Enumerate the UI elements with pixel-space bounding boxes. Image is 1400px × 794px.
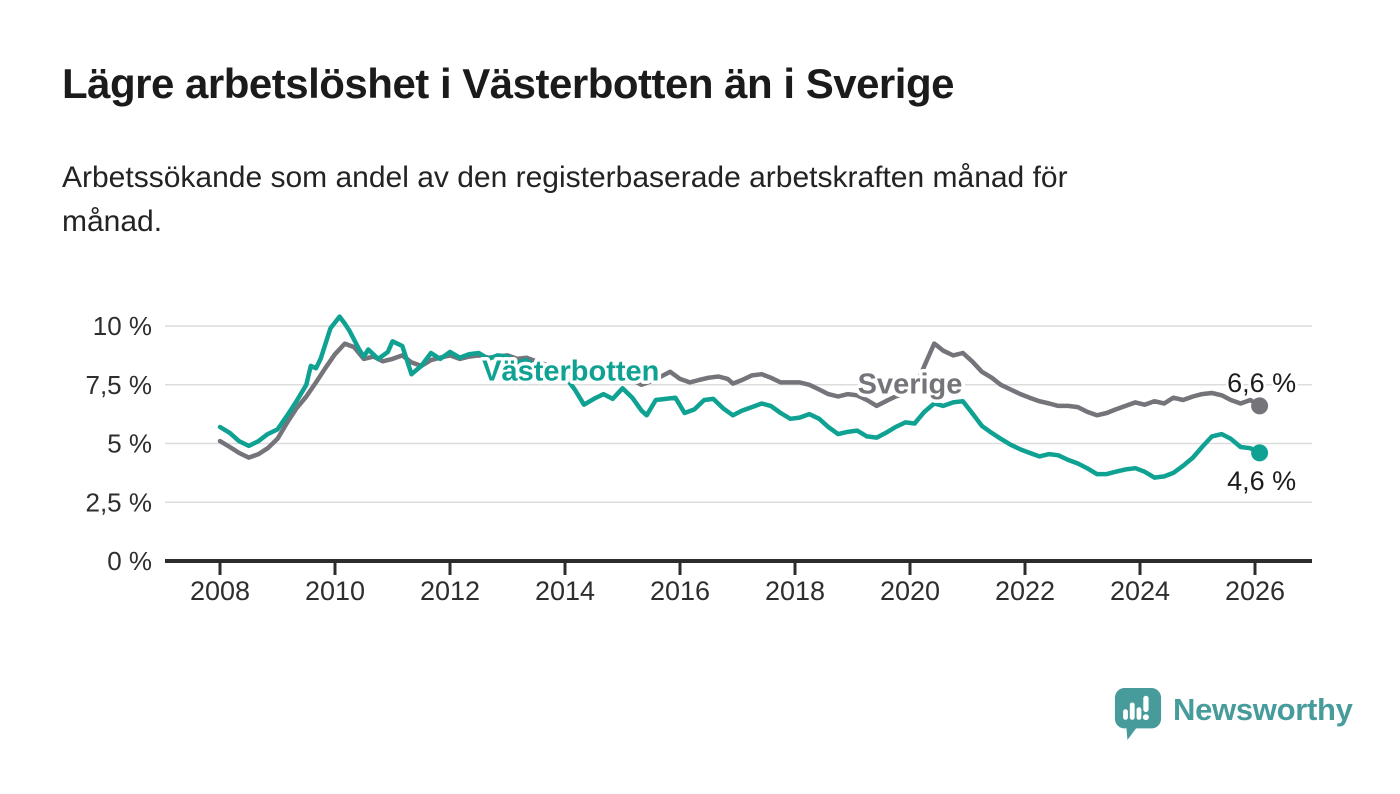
y-axis-tick-label: 10 %: [93, 311, 152, 341]
series-line-sverige: [217, 341, 1262, 460]
chart-subtitle-line-2: månad.: [62, 205, 163, 238]
y-axis-tick-label: 7,5 %: [86, 370, 153, 400]
x-axis-tick-label: 2022: [995, 576, 1055, 606]
newsworthy-logo-text: Newsworthy: [1173, 692, 1353, 727]
x-axis-tick-label: 2014: [535, 576, 595, 606]
x-axis-tick-label: 2024: [1110, 576, 1170, 606]
y-axis-tick-label: 0 %: [107, 546, 152, 576]
x-axis-tick-label: 2012: [420, 576, 480, 606]
chart-subtitle: Arbetssökande som andel av den registerb…: [62, 156, 1342, 244]
chart-subtitle-line-1: Arbetssökande som andel av den registerb…: [62, 161, 1068, 194]
series-end-value-label-sverige: 6,6 %: [1227, 368, 1296, 398]
y-axis-tick-label: 2,5 %: [86, 487, 153, 517]
x-axis-tick-label: 2016: [650, 576, 710, 606]
series-label-sverige: Sverige: [858, 369, 963, 401]
series-end-value-label-västerbotten: 4,6 %: [1227, 466, 1296, 496]
y-axis-tick-label: 5 %: [107, 429, 152, 459]
newsworthy-logo[interactable]: Newsworthy: [1113, 686, 1353, 742]
x-axis-tick-label: 2020: [880, 576, 940, 606]
series-line-västerbotten: [217, 314, 1262, 480]
x-axis-tick-label: 2026: [1225, 576, 1285, 606]
x-axis-tick-label: 2018: [765, 576, 825, 606]
chart-title: Lägre arbetslöshet i Västerbotten än i S…: [62, 60, 954, 107]
x-axis-tick-label: 2008: [190, 576, 250, 606]
series-end-dot-västerbotten: [1251, 444, 1269, 462]
series-label-västerbotten: Västerbotten: [482, 356, 659, 388]
series-end-dot-sverige: [1251, 397, 1269, 415]
x-axis-tick-label: 2010: [305, 576, 365, 606]
newsworthy-logo-icon: [1114, 688, 1162, 740]
